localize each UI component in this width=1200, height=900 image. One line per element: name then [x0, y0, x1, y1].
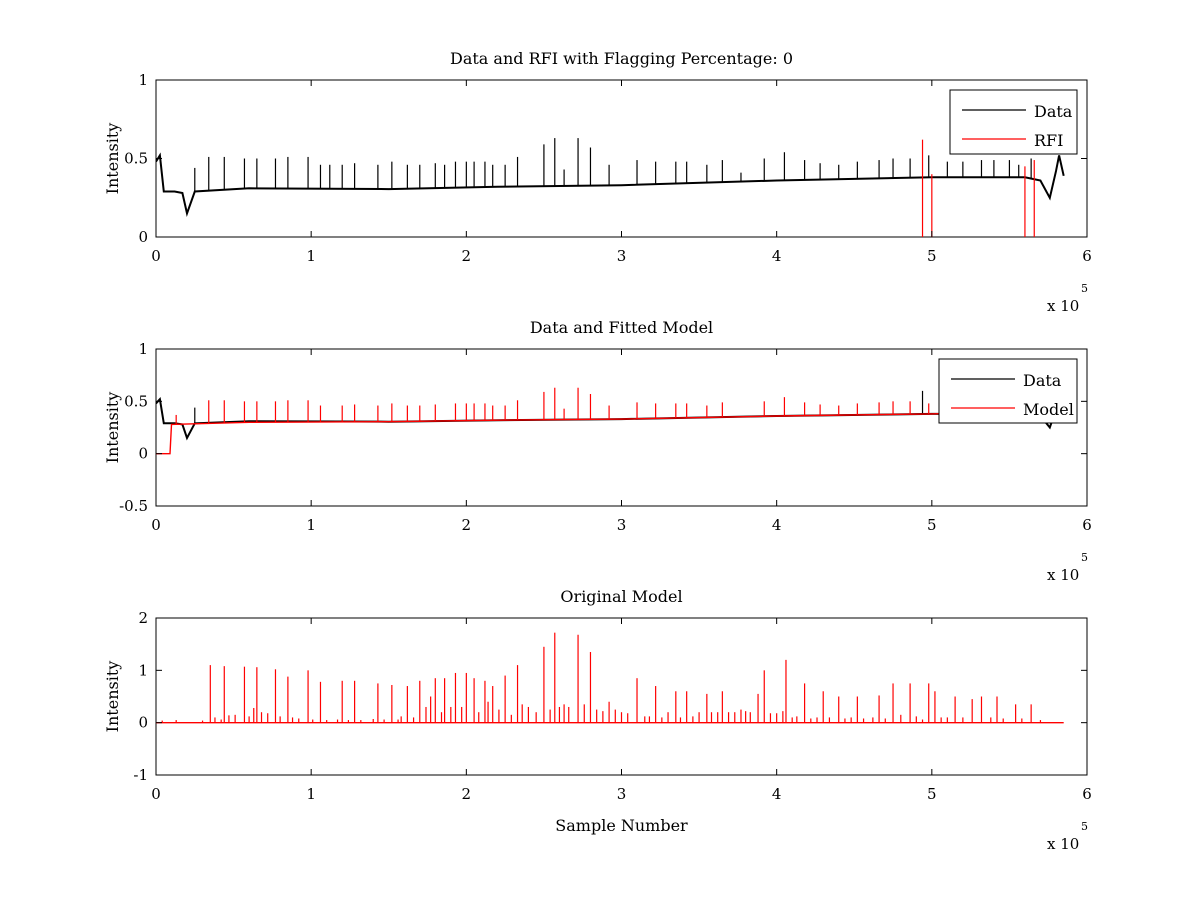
- x-exponent-power: 5: [1081, 820, 1088, 833]
- x-tick-label: 6: [1082, 785, 1092, 803]
- y-axis-label: Intensity: [103, 661, 122, 733]
- x-tick-label: 1: [306, 785, 316, 803]
- plot-lines: [156, 138, 1065, 237]
- legend-label: Model: [1023, 400, 1074, 419]
- x-tick-label: 5: [927, 247, 937, 265]
- x-tick-label: 4: [772, 785, 782, 803]
- x-tick-label: 4: [772, 516, 782, 534]
- x-axis-label: Sample Number: [555, 816, 688, 835]
- series-rfi: [921, 139, 1035, 237]
- y-tick-label: 0: [138, 445, 148, 463]
- series-line-data: [156, 152, 1065, 217]
- y-tick-label: 1: [138, 340, 148, 358]
- y-tick-label: 1: [138, 661, 148, 679]
- x-tick-label: 6: [1082, 247, 1092, 265]
- y-tick-label: 1: [138, 71, 148, 89]
- x-tick-label: 1: [306, 247, 316, 265]
- x-tick-label: 2: [462, 785, 472, 803]
- plot-area-frame: [155, 79, 1088, 238]
- x-tick-label: 0: [151, 247, 161, 265]
- x-tick-label: 2: [462, 247, 472, 265]
- x-exponent-power: 5: [1081, 282, 1088, 295]
- x-tick-label: 0: [151, 785, 161, 803]
- plot-lines: [156, 632, 1064, 724]
- y-tick-label: 0.5: [124, 150, 148, 168]
- plot-lines: [156, 387, 1065, 455]
- legend-label: Data: [1023, 371, 1062, 390]
- legend-label: Data: [1034, 102, 1073, 121]
- legend: Data Model: [938, 358, 1078, 424]
- y-tick-label: 0.5: [124, 392, 148, 410]
- y-tick-label: -0.5: [119, 497, 148, 515]
- x-exponent-base: x 10: [1047, 835, 1079, 853]
- x-tick-label: 3: [617, 516, 627, 534]
- y-tick-label: 0: [138, 714, 148, 732]
- subplot-title: Data and Fitted Model: [530, 318, 713, 337]
- x-tick-label: 4: [772, 247, 782, 265]
- y-tick-label: 0: [138, 228, 148, 246]
- plot-area-frame: [155, 348, 1088, 507]
- series-data: [156, 138, 1065, 217]
- plot-area-frame: [155, 617, 1088, 776]
- y-tick-label: 2: [138, 609, 148, 627]
- series-model: [156, 632, 1064, 724]
- legend: Data RFI: [949, 89, 1078, 155]
- legend-label: RFI: [1034, 131, 1063, 150]
- x-exponent-base: x 10: [1047, 297, 1079, 315]
- subplot-title: Original Model: [560, 587, 682, 606]
- y-tick-label: -1: [133, 766, 148, 784]
- legend-box: [938, 358, 1078, 424]
- x-tick-label: 5: [927, 785, 937, 803]
- legend-box: [949, 89, 1078, 155]
- y-axis-label: Intensity: [103, 123, 122, 195]
- series-line-model: [156, 412, 963, 455]
- subplot-title: Data and RFI with Flagging Percentage: 0: [450, 49, 793, 68]
- x-tick-label: 3: [617, 785, 627, 803]
- x-tick-label: 1: [306, 516, 316, 534]
- x-tick-label: 3: [617, 247, 627, 265]
- x-exponent-power: 5: [1081, 551, 1088, 564]
- x-tick-label: 6: [1082, 516, 1092, 534]
- x-tick-label: 0: [151, 516, 161, 534]
- series-model: [156, 387, 963, 455]
- x-exponent-base: x 10: [1047, 566, 1079, 584]
- x-tick-label: 5: [927, 516, 937, 534]
- x-tick-label: 2: [462, 516, 472, 534]
- y-axis-label: Intensity: [103, 392, 122, 464]
